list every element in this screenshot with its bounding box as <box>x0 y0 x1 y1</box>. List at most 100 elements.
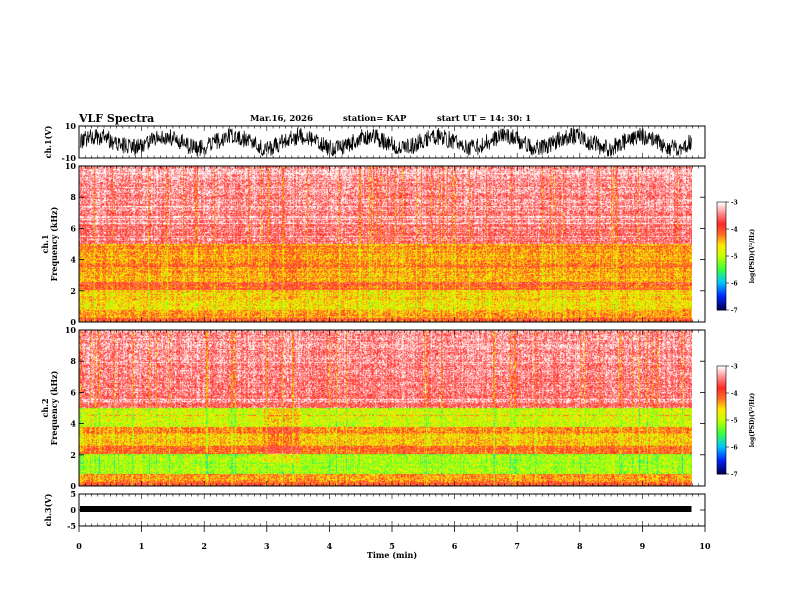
colorbar-swatch <box>717 436 726 439</box>
colorbar-swatch <box>717 376 726 379</box>
colorbar-swatch <box>717 391 726 394</box>
spectrogram-image-2 <box>79 330 692 486</box>
colorbar-swatch <box>717 308 726 311</box>
colorbar-swatch <box>717 371 726 374</box>
colorbar-swatch <box>717 441 726 444</box>
colorbar-swatch <box>717 398 726 401</box>
colorbar-swatch <box>717 426 726 429</box>
colorbar-swatch <box>717 394 726 397</box>
colorbar-swatch <box>717 291 726 293</box>
colorbar-swatch <box>717 289 726 292</box>
colorbar-swatch <box>717 469 726 472</box>
colorbar-swatch <box>717 374 726 376</box>
colorbar-swatch <box>717 417 726 420</box>
ch1-waveform-trace <box>79 127 692 157</box>
colorbar-swatch <box>717 372 726 375</box>
x-tick-label: 3 <box>264 541 270 551</box>
colorbar-swatch <box>717 442 726 445</box>
colorbar-swatch <box>717 380 726 383</box>
colorbar-swatch <box>717 292 726 295</box>
colorbar-swatch <box>717 285 726 288</box>
colorbar-swatch <box>717 463 726 466</box>
x-tick-label: 6 <box>452 541 458 551</box>
colorbar-swatch <box>717 422 726 425</box>
colorbar-swatch <box>717 265 726 268</box>
ch2-freq-y-label: Frequency (kHz) <box>49 370 59 445</box>
ch2-colorbar-label: log(PSD)(V²/Hz) <box>749 393 756 448</box>
colorbar-swatch <box>717 366 726 368</box>
colorbar-swatch <box>717 432 726 434</box>
plot-title: VLF Spectra <box>79 112 155 125</box>
colorbar-swatch <box>717 230 726 233</box>
x-tick-label: 8 <box>577 541 583 551</box>
colorbar-swatch <box>717 414 726 417</box>
colorbar-swatch <box>717 211 726 214</box>
colorbar-tick-label: -4 <box>731 227 738 234</box>
colorbar-swatch <box>717 297 726 300</box>
colorbar-swatch <box>717 445 726 448</box>
colorbar-swatch <box>717 254 726 257</box>
colorbar-swatch <box>717 461 726 464</box>
colorbar-swatch <box>717 303 726 306</box>
colorbar-swatch <box>717 206 726 208</box>
colorbar-swatch <box>717 272 726 275</box>
y-tick-label: 10 <box>65 121 77 131</box>
colorbar-swatch <box>717 260 726 262</box>
colorbar-swatch <box>717 262 726 265</box>
colorbar-swatch <box>717 245 726 248</box>
colorbar-swatch <box>717 370 726 372</box>
ch1-y-label: ch.1(V) <box>43 125 53 158</box>
y-tick-label: -10 <box>62 153 77 163</box>
colorbar-tick-label: -7 <box>731 472 738 479</box>
colorbar-swatch <box>717 204 726 207</box>
x-tick-label: 5 <box>389 541 395 551</box>
colorbar-swatch <box>717 428 726 430</box>
colorbar-swatch <box>717 284 726 287</box>
colorbar-swatch <box>717 256 726 258</box>
y-tick-label: 2 <box>70 450 76 460</box>
colorbar-swatch <box>717 395 726 398</box>
x-tick-label: 7 <box>514 541 520 551</box>
start-time-label: start UT = 14: 30: 1 <box>437 114 532 124</box>
colorbar-swatch <box>717 296 726 299</box>
colorbar-swatch <box>717 247 726 250</box>
colorbar-swatch <box>717 403 726 406</box>
colorbar-tick-label: -5 <box>731 254 738 261</box>
colorbar-tick-label: -5 <box>731 418 738 425</box>
date-label: Mar.16, 2026 <box>250 114 313 124</box>
x-tick-label: 10 <box>699 541 711 551</box>
y-tick-label: 0 <box>70 481 76 491</box>
colorbar-swatch <box>717 418 726 421</box>
colorbar-swatch <box>717 399 726 402</box>
colorbar-swatch <box>717 301 726 304</box>
colorbar-tick-label: -4 <box>731 391 738 398</box>
colorbar-swatch <box>717 269 726 272</box>
colorbar-swatch <box>717 295 726 297</box>
colorbar-swatch <box>717 382 726 385</box>
colorbar-swatch <box>717 266 726 269</box>
colorbar-swatch <box>717 268 726 270</box>
colorbar-swatch <box>717 467 726 470</box>
colorbar-swatch <box>717 246 726 249</box>
colorbar-swatch <box>717 388 726 391</box>
colorbar-swatch <box>717 407 726 410</box>
colorbar-swatch <box>717 207 726 210</box>
colorbar-swatch <box>717 411 726 414</box>
colorbar-swatch <box>717 387 726 390</box>
x-tick-label: 4 <box>327 541 333 551</box>
spectrogram-image-1 <box>79 166 692 322</box>
y-tick-label: 2 <box>70 286 76 296</box>
colorbar-swatch <box>717 434 726 437</box>
colorbar-swatch <box>717 430 726 433</box>
colorbar-swatch <box>717 460 726 463</box>
colorbar-swatch <box>717 386 726 389</box>
colorbar-swatch <box>717 238 726 241</box>
colorbar-swatch <box>717 440 726 443</box>
colorbar-swatch <box>717 429 726 432</box>
y-tick-label: 10 <box>65 161 77 171</box>
colorbar-swatch <box>717 283 726 285</box>
colorbar-swatch <box>717 433 726 436</box>
colorbar-swatch <box>717 242 726 245</box>
colorbar-swatch <box>717 214 726 216</box>
